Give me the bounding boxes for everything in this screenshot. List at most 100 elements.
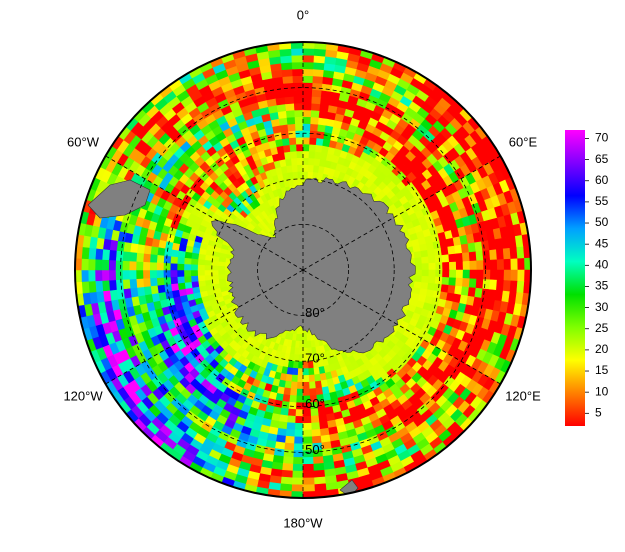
field-cell [427,262,436,271]
colorbar-ramp [565,130,585,426]
field-cell [302,422,312,430]
field-cell [88,280,97,293]
field-cell [280,131,290,140]
field-cell [287,123,297,133]
field-cell [446,284,456,295]
field-cell [313,482,327,492]
field-cell [309,137,318,146]
field-cell [198,279,207,287]
field-cell [475,250,484,262]
field-cell [122,250,131,262]
field-cell [291,476,304,485]
field-cell [297,360,304,369]
field-cell [302,144,310,152]
field-cell [289,387,298,396]
field-cell [308,144,317,153]
colorbar-tick-label: 10 [595,384,609,398]
field-cell [453,244,463,255]
field-cell [279,407,289,416]
field-cell [291,48,304,57]
field-cell [102,279,111,292]
field-cell [163,269,172,278]
field-cell [302,367,309,376]
field-cell [156,254,166,264]
field-cell [293,89,304,98]
field-cell [292,82,304,91]
field-cell [81,269,90,282]
field-cell [311,96,322,105]
field-cell [312,366,320,375]
field-cell [302,429,313,437]
field-cell [312,76,324,85]
longitude-label: 180°W [283,515,323,530]
field-cell [310,414,320,423]
field-cell [515,280,525,294]
field-cell [292,75,304,84]
field-cell [211,274,220,280]
field-cell [143,261,151,271]
field-cell [191,257,200,265]
field-cell [310,110,321,119]
field-cell [283,144,291,154]
field-cell [310,421,321,430]
field-cell [285,421,296,430]
field-cell [475,269,484,280]
field-cell [515,246,525,260]
colorbar-tick-label: 55 [595,194,609,208]
field-cell [171,282,180,292]
field-cell [310,117,320,126]
field-cell [454,277,463,288]
field-cell [462,269,470,280]
field-cell [293,178,299,187]
field-cell [502,247,511,260]
field-cell [302,463,314,471]
field-cell [308,373,316,382]
field-cell [109,279,118,291]
field-cell [496,259,504,271]
colorbar-tick-label: 35 [595,279,609,293]
field-cell [285,110,296,119]
latitude-label: 60° [305,396,325,411]
field-cell [427,255,436,264]
field-cell [302,75,314,84]
field-cell [448,269,457,279]
field-cell [516,258,525,271]
field-cell [281,462,294,471]
field-cell [312,69,325,78]
field-cell [177,275,186,284]
field-cell [294,422,304,430]
colorbar-tick-label: 50 [595,215,609,229]
field-cell [291,62,304,70]
field-cell [302,130,311,139]
field-cell [468,278,477,289]
field-cell [102,248,111,261]
field-cell [286,165,294,174]
field-cell [298,347,304,355]
field-cell [177,282,187,290]
field-cell [163,255,172,264]
data-field [75,42,531,498]
colorbar-tick-label: 45 [595,236,609,250]
field-cell [441,269,450,278]
field-cell [287,407,297,417]
latitude-label: 80° [305,305,325,320]
field-cell [421,269,429,277]
field-cell [302,123,311,132]
field-cell [461,252,470,262]
field-cell [414,269,422,277]
field-cell [282,76,294,85]
field-cell [302,82,314,91]
field-cell [190,269,199,277]
field-cell [283,442,295,451]
field-cell [461,278,470,288]
field-cell [290,151,298,160]
field-cell [462,260,470,271]
field-cell [102,269,110,281]
field-cell [293,435,304,444]
field-cell [302,62,315,70]
field-cell [294,110,304,118]
field-cell [311,89,323,98]
field-cell [298,340,304,348]
field-cell [88,269,97,282]
